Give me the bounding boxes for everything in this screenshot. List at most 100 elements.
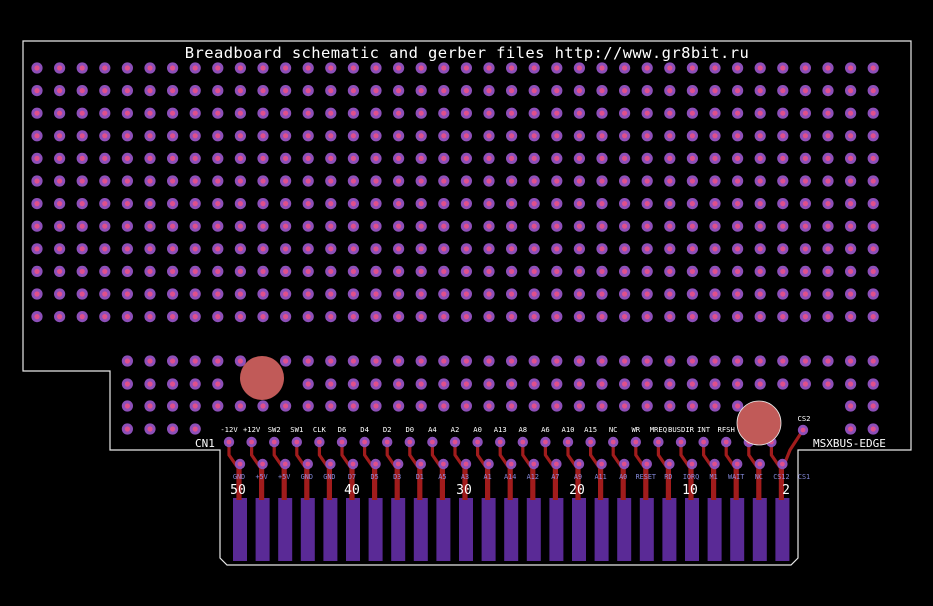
top-signal-label: +12V (243, 425, 261, 434)
pad-hole (34, 314, 40, 320)
trace (317, 442, 330, 500)
pad-hole (147, 268, 153, 274)
pad-hole (531, 155, 537, 161)
trace (498, 442, 511, 500)
pad-hole (395, 461, 401, 467)
pad-hole (249, 439, 255, 445)
pad-hole (215, 291, 221, 297)
pad-hole (170, 65, 176, 71)
pad-hole (57, 110, 63, 116)
pad-hole (825, 358, 831, 364)
pad-hole (124, 381, 130, 387)
pad-hole (260, 65, 266, 71)
pad-hole (870, 314, 876, 320)
pad-hole (667, 246, 673, 252)
pad-hole (689, 381, 696, 387)
pad-hole (554, 178, 560, 184)
mounting-hole-left (240, 356, 284, 400)
pad-hole (633, 439, 639, 445)
pad-hole (712, 133, 718, 139)
pad-hole (644, 201, 650, 207)
top-signal-label: SW2 (268, 425, 281, 434)
pad-hole (328, 178, 334, 184)
pad-hole (486, 178, 492, 184)
pad-hole (441, 268, 447, 274)
pad-hole (192, 426, 198, 432)
pad-hole (124, 291, 130, 297)
pad-hole (735, 133, 741, 139)
pad-hole (802, 223, 809, 229)
pad-hole (848, 426, 854, 432)
pad-hole (463, 358, 469, 364)
pad-hole (825, 65, 831, 71)
pad-hole (192, 246, 198, 252)
pad-hole (870, 133, 876, 139)
trace (430, 442, 443, 500)
pad-hole (689, 461, 695, 467)
pad-hole (350, 291, 356, 297)
pad-hole (305, 358, 311, 364)
pad-hole (373, 358, 379, 364)
pad-hole (757, 201, 763, 207)
pad-hole (57, 268, 63, 274)
pad-hole (712, 110, 718, 116)
pad-hole (531, 110, 537, 116)
pad-hole (723, 439, 729, 445)
pad-hole (780, 314, 786, 320)
pad-hole (305, 314, 311, 320)
pad-hole (147, 178, 153, 184)
pad-hole (802, 201, 809, 207)
pad-hole (689, 110, 696, 116)
pad-hole (283, 291, 289, 297)
pad-hole (644, 461, 650, 467)
pad-hole (260, 403, 266, 409)
top-signal-label: MREQ (650, 425, 667, 434)
pad-hole (486, 291, 492, 297)
pad-hole (757, 65, 763, 71)
pad-hole (780, 246, 786, 252)
pad-hole (34, 133, 40, 139)
pad-hole (124, 314, 130, 320)
pad-hole (192, 291, 198, 297)
pad-hole (34, 178, 40, 184)
pad-hole (622, 358, 628, 364)
pad-hole (124, 358, 130, 364)
bottom-signal-label: D1 (416, 473, 424, 481)
pad-hole (79, 88, 85, 94)
pad-hole (599, 133, 605, 139)
pad-hole (509, 155, 515, 161)
pad-hole (870, 65, 876, 71)
pad-hole (260, 461, 265, 467)
pad-hole (34, 246, 40, 252)
pad-hole (418, 246, 424, 252)
pad-hole (802, 133, 809, 139)
pad-hole (554, 223, 560, 229)
pad-hole (147, 246, 153, 252)
edge-finger (707, 498, 722, 561)
pad-hole (780, 291, 786, 297)
edge-finger (526, 498, 541, 561)
pad-hole (237, 268, 243, 274)
trace (543, 442, 557, 500)
top-signal-label: D6 (338, 425, 347, 434)
pad-hole (486, 381, 492, 387)
pad-hole (283, 246, 289, 252)
pad-hole (667, 461, 672, 467)
pad-hole (520, 439, 526, 445)
pad-hole (305, 461, 311, 467)
pad-hole (780, 155, 786, 161)
bottom-signal-label: WAIT (728, 473, 744, 481)
pad-hole (147, 223, 153, 229)
pad-hole (554, 461, 559, 467)
bottom-signal-label: D5 (371, 473, 379, 481)
breadboard-pad-grid (31, 62, 879, 435)
trace (724, 442, 737, 500)
pad-hole (170, 381, 176, 387)
pad-hole (656, 439, 661, 445)
pad-hole (802, 291, 809, 297)
pad-hole (509, 246, 515, 252)
pad-hole (667, 133, 673, 139)
pad-hole (622, 178, 628, 184)
pad-hole (802, 88, 809, 94)
pad-hole (396, 403, 402, 409)
